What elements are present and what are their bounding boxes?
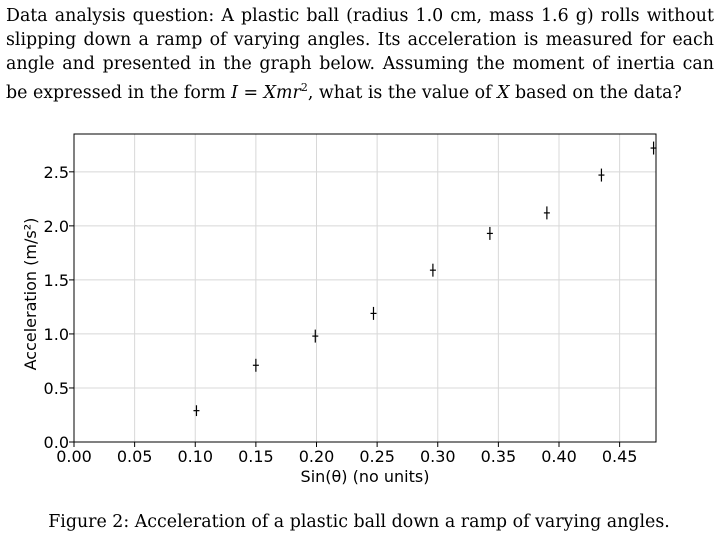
plot-frame [73, 133, 657, 443]
data-point [252, 358, 259, 372]
x-tick-label: 0.05 [117, 447, 153, 466]
y-tick-label: 0.0 [44, 433, 69, 452]
y-tick-label: 0.5 [44, 379, 69, 398]
question-text: Data analysis question: A plastic ball (… [6, 4, 714, 105]
formula-I: I [231, 82, 239, 103]
question-prefix: Data analysis question: [6, 6, 215, 26]
y-tick-label: 1.5 [44, 271, 69, 290]
data-point [312, 329, 319, 343]
x-tick-label: 0.10 [177, 447, 213, 466]
x-tick-label: 0.45 [602, 447, 638, 466]
x-tick-label: 0.20 [299, 447, 335, 466]
x-tick-label: 0.35 [481, 447, 517, 466]
variable-X: X [497, 82, 510, 103]
formula-rhs: Xmr [263, 82, 301, 103]
question-body: A plastic ball (radius 1.0 cm, mass 1.6 … [6, 6, 714, 103]
question-tail: based on the data? [515, 82, 682, 103]
question-suffix: , what is the value of [307, 82, 492, 103]
formula-exp: 2 [300, 81, 308, 94]
tick-layer: 0.00 0.05 0.10 0.15 0.20 0.25 0.30 0.35 0.40 0.45… [44, 163, 638, 466]
figure-caption: Figure 2: Acceleration of a plastic ball… [48, 512, 670, 532]
formula-eq: = [238, 82, 264, 103]
data-point [486, 226, 493, 240]
x-tick-label: 0.40 [541, 447, 577, 466]
data-point [598, 168, 605, 182]
x-tick-label: 0.00 [56, 447, 92, 466]
y-tick-label: 1.0 [44, 325, 69, 344]
x-tick-label: 0.15 [238, 447, 274, 466]
data-points [193, 141, 657, 417]
x-axis-label: Sin(θ) (no units) [301, 467, 430, 486]
y-tick-label: 2.0 [44, 217, 69, 236]
grid-layer [73, 134, 656, 443]
data-point [543, 206, 550, 220]
data-point [429, 263, 436, 277]
scatter-chart: 0.00 0.05 0.10 0.15 0.20 0.25 0.30 0.35 0.40 0.45… [21, 133, 657, 486]
y-axis-label: Acceleration (m/s²) [21, 218, 40, 371]
data-point [193, 405, 200, 417]
data-point [370, 306, 377, 320]
x-tick-label: 0.30 [420, 447, 456, 466]
x-tick-label: 0.25 [359, 447, 395, 466]
y-tick-label: 2.5 [44, 163, 69, 182]
